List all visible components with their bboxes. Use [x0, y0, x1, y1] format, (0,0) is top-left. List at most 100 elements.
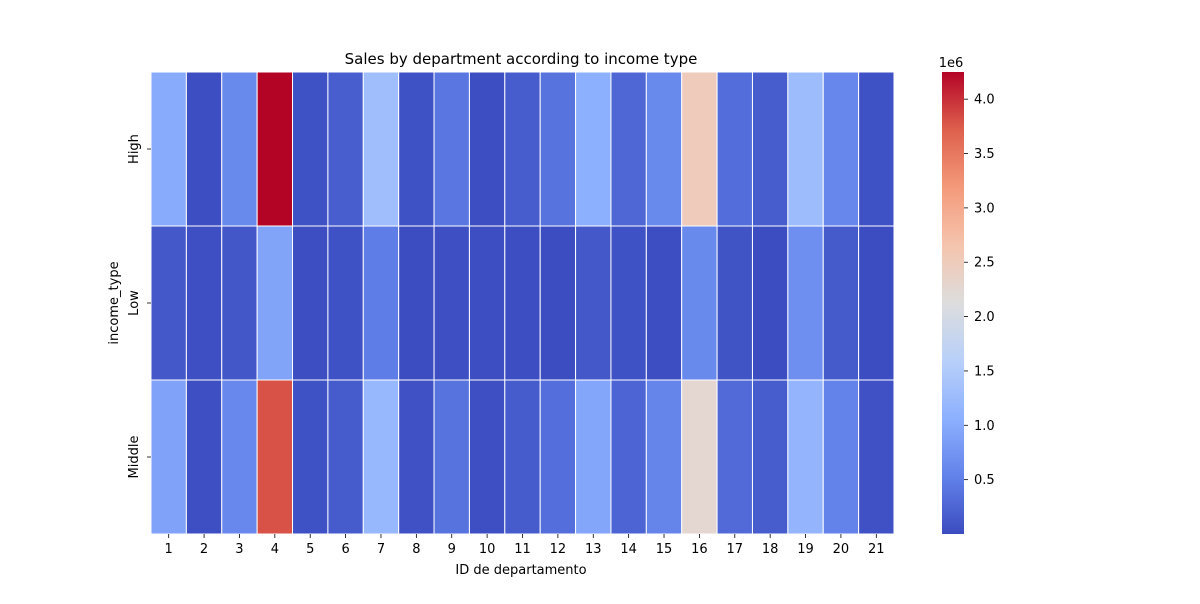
heatmap-cell-middle-13: [575, 379, 612, 535]
x-tick-label: 13: [585, 542, 602, 557]
y-tick-label: Low: [127, 290, 142, 316]
heatmap-cell-low-9: [433, 225, 470, 381]
heatmap-cells: [150, 71, 895, 535]
colorbar-ticks: 0.5 1.0 1.5 2.0 2.5 3.0 3.5 4.0: [964, 93, 995, 488]
heatmap-cell-middle-21: [858, 379, 895, 535]
heatmap-cell-low-3: [221, 225, 258, 381]
x-tick-label: 4: [271, 542, 279, 557]
x-tick-label: 6: [341, 542, 349, 557]
y-tick-label: High: [127, 134, 142, 164]
x-tick-label: 3: [235, 542, 243, 557]
x-tick-label: 10: [479, 542, 496, 557]
x-tick-label: 1: [165, 542, 173, 557]
heatmap-cell-middle-7: [362, 379, 400, 535]
heatmap-cell-low-2: [185, 225, 223, 381]
heatmap-cell-high-19: [787, 71, 824, 227]
x-tick-label: 11: [514, 542, 531, 557]
heatmap-cell-high-1: [150, 71, 187, 227]
heatmap-cell-high-9: [433, 71, 470, 227]
heatmap-cell-low-6: [327, 225, 364, 381]
colorbar-tick-label: 0.5: [974, 473, 995, 488]
heatmap-cell-middle-18: [751, 379, 789, 535]
heatmap-cell-high-13: [575, 71, 612, 227]
heatmap-cell-low-1: [150, 225, 187, 381]
y-tick-label: Middle: [127, 436, 142, 479]
heatmap-cell-low-14: [610, 225, 647, 381]
x-tick-label: 21: [868, 542, 885, 557]
heatmap-cell-low-18: [751, 225, 789, 381]
colorbar-tick-label: 3.5: [974, 147, 995, 162]
colorbar-tick-label: 2.0: [974, 310, 995, 325]
x-tick-label: 19: [797, 542, 814, 557]
heatmap-cell-low-11: [504, 225, 541, 381]
y-axis-label: income_type: [107, 261, 122, 344]
x-tick-label: 20: [833, 542, 850, 557]
x-tick-label: 14: [620, 542, 637, 557]
heatmap-cell-middle-12: [539, 379, 577, 535]
heatmap-cell-low-21: [858, 225, 895, 381]
heatmap-cell-high-11: [504, 71, 541, 227]
heatmap-cell-high-3: [221, 71, 258, 227]
x-axis-ticks: 1 2 3 4 5 6 7 8 9 10 11 12 13 14 15 16 17 18 19 20 21: [165, 534, 885, 557]
heatmap-cell-low-19: [787, 225, 824, 381]
heatmap-cell-low-20: [822, 225, 860, 381]
heatmap-cell-middle-2: [185, 379, 223, 535]
colorbar-multiplier: 1e6: [939, 56, 964, 71]
heatmap-cell-low-13: [575, 225, 612, 381]
heatmap-cell-high-10: [468, 71, 506, 227]
heatmap-cell-low-12: [539, 225, 577, 381]
heatmap-cell-high-5: [292, 71, 329, 227]
heatmap-cell-middle-16: [681, 379, 718, 535]
x-tick-label: 18: [762, 542, 779, 557]
heatmap-cell-middle-14: [610, 379, 647, 535]
heatmap-cell-high-2: [185, 71, 223, 227]
heatmap-cell-high-12: [539, 71, 577, 227]
heatmap-cell-low-4: [256, 225, 294, 381]
heatmap-cell-middle-5: [292, 379, 329, 535]
x-tick-label: 12: [550, 542, 567, 557]
colorbar-tick-label: 2.5: [974, 256, 995, 271]
heatmap-cell-middle-17: [716, 379, 753, 535]
heatmap-cell-middle-11: [504, 379, 541, 535]
x-tick-label: 16: [691, 542, 708, 557]
y-axis-ticks: High Low Middle: [127, 134, 151, 478]
heatmap-cell-low-5: [292, 225, 329, 381]
heatmap-cell-low-17: [716, 225, 753, 381]
heatmap-cell-high-6: [327, 71, 364, 227]
heatmap-cell-middle-10: [468, 379, 506, 535]
x-tick-label: 8: [412, 542, 420, 557]
x-tick-label: 2: [200, 542, 208, 557]
colorbar-tick-label: 1.5: [974, 364, 995, 379]
heatmap-cell-middle-8: [398, 379, 435, 535]
heatmap-cell-low-15: [645, 225, 683, 381]
heatmap-cell-high-18: [751, 71, 789, 227]
heatmap-cell-high-16: [681, 71, 718, 227]
heatmap-cell-high-15: [645, 71, 683, 227]
x-tick-label: 5: [306, 542, 314, 557]
heatmap-cell-middle-6: [327, 379, 364, 535]
heatmap-cell-high-17: [716, 71, 753, 227]
colorbar-tick-label: 1.0: [974, 419, 995, 434]
x-tick-label: 7: [377, 542, 385, 557]
heatmap-cell-middle-1: [150, 379, 187, 535]
heatmap-cell-high-14: [610, 71, 647, 227]
x-tick-label: 15: [656, 542, 673, 557]
heatmap-cell-middle-4: [256, 379, 294, 535]
x-axis-label: ID de departamento: [455, 563, 586, 578]
heatmap-cell-low-10: [468, 225, 506, 381]
heatmap-cell-high-20: [822, 71, 860, 227]
colorbar-gradient: [942, 72, 964, 534]
x-tick-label: 17: [727, 542, 744, 557]
heatmap-cell-high-7: [362, 71, 400, 227]
x-tick-label: 9: [448, 542, 456, 557]
colorbar-tick-label: 4.0: [974, 93, 995, 108]
colorbar: 1e6 0.5 1.0 1.5 2.0 2.5 3.0 3.5 4.0: [939, 56, 995, 534]
heatmap-cell-middle-3: [221, 379, 258, 535]
chart-title: Sales by department according to income …: [345, 50, 698, 68]
heatmap-cell-middle-19: [787, 379, 824, 535]
heatmap-cell-middle-9: [433, 379, 470, 535]
heatmap-cell-high-21: [858, 71, 895, 227]
heatmap-cell-middle-20: [822, 379, 860, 535]
